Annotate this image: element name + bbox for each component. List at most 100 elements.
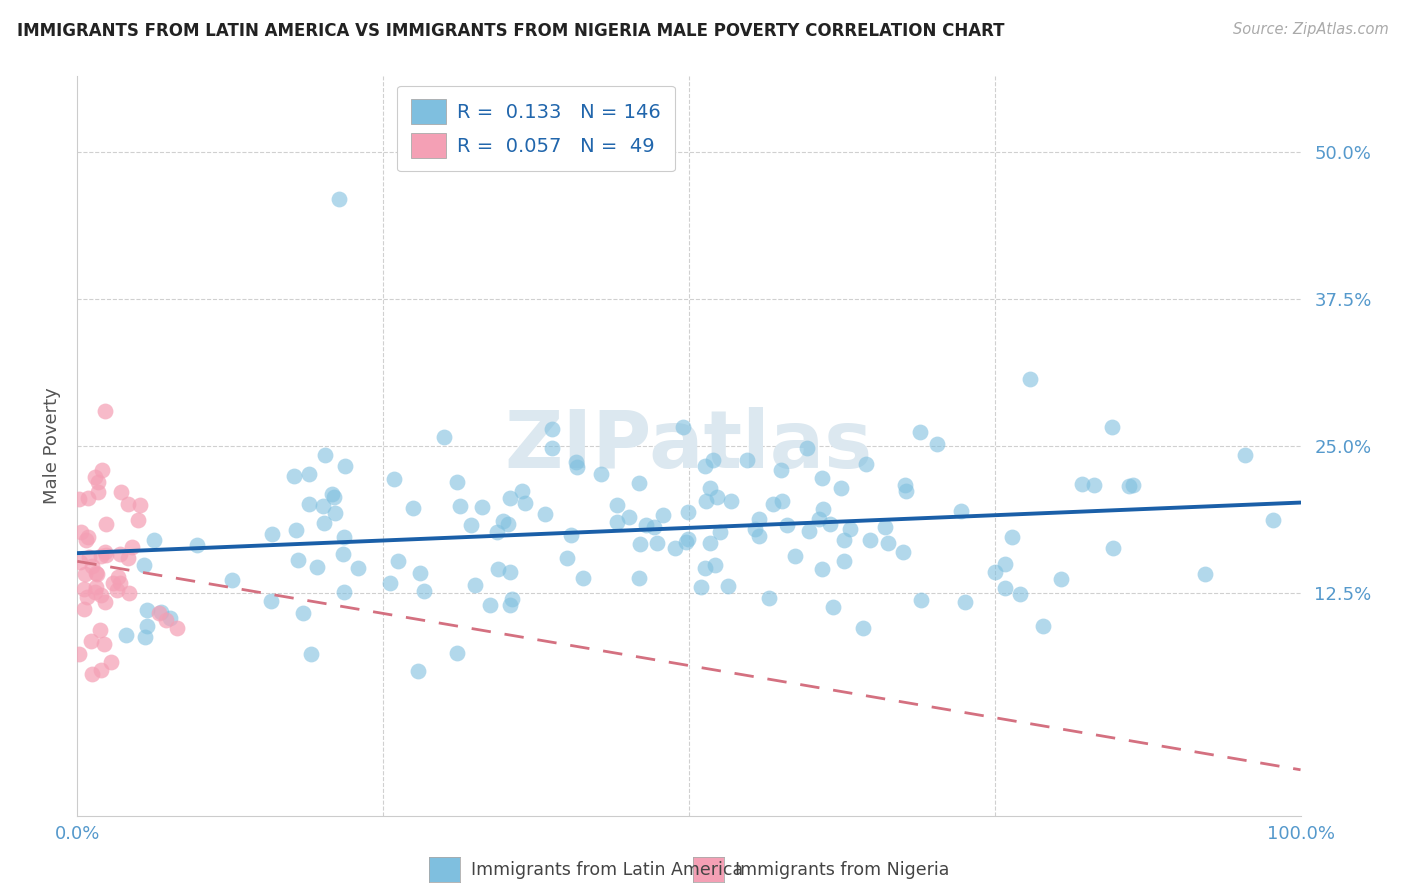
Point bbox=[333, 458, 356, 473]
Point bbox=[321, 487, 343, 501]
Point bbox=[796, 442, 818, 456]
Text: IMMIGRANTS FROM LATIN AMERICA VS IMMIGRANTS FROM NIGERIA MALE POVERTY CORRELATIO: IMMIGRANTS FROM LATIN AMERICA VS IMMIGRA… bbox=[17, 22, 1004, 40]
Point bbox=[823, 599, 845, 614]
Point bbox=[333, 531, 356, 545]
Point bbox=[77, 549, 100, 564]
Point bbox=[627, 475, 650, 490]
Point bbox=[645, 535, 668, 549]
Point bbox=[143, 533, 166, 548]
Point bbox=[678, 532, 700, 546]
Point bbox=[117, 497, 139, 511]
Point bbox=[703, 558, 725, 573]
Point bbox=[127, 513, 149, 527]
Point bbox=[346, 561, 368, 575]
Point bbox=[534, 507, 557, 521]
Point bbox=[117, 550, 139, 565]
Point bbox=[110, 485, 132, 500]
Point bbox=[90, 549, 112, 563]
Point bbox=[811, 562, 834, 576]
Point bbox=[471, 500, 494, 515]
Point bbox=[606, 498, 628, 512]
Point bbox=[121, 541, 143, 555]
Point bbox=[73, 582, 96, 596]
Point bbox=[770, 463, 793, 477]
Point bbox=[82, 667, 104, 681]
Point bbox=[86, 566, 108, 581]
Point bbox=[94, 403, 117, 417]
Point bbox=[75, 533, 97, 547]
Point bbox=[108, 576, 131, 591]
Point bbox=[94, 545, 117, 559]
Point bbox=[717, 579, 740, 593]
Point bbox=[118, 585, 141, 599]
Point bbox=[699, 536, 721, 550]
Point bbox=[80, 558, 103, 573]
Point bbox=[1118, 479, 1140, 493]
Point bbox=[693, 560, 716, 574]
Point bbox=[983, 565, 1005, 579]
Point bbox=[515, 495, 537, 509]
Text: ZIPatlas: ZIPatlas bbox=[505, 407, 873, 485]
Point bbox=[83, 470, 105, 484]
Point bbox=[1194, 566, 1216, 581]
Point bbox=[90, 664, 112, 678]
Point bbox=[499, 491, 522, 505]
Point bbox=[314, 448, 336, 462]
Point bbox=[76, 590, 98, 604]
Point bbox=[893, 545, 915, 559]
Point bbox=[811, 471, 834, 485]
Point bbox=[105, 583, 128, 598]
Point bbox=[540, 422, 562, 436]
Point bbox=[606, 516, 628, 530]
Point bbox=[486, 562, 509, 576]
Point bbox=[260, 593, 283, 607]
Point bbox=[101, 575, 124, 590]
Point bbox=[73, 566, 96, 581]
Point bbox=[1234, 448, 1257, 462]
Point bbox=[776, 517, 799, 532]
Point bbox=[287, 552, 309, 566]
Point bbox=[96, 517, 118, 532]
Point bbox=[560, 528, 582, 542]
Point bbox=[166, 621, 188, 635]
Point bbox=[387, 554, 409, 568]
Point bbox=[382, 472, 405, 486]
Point bbox=[702, 452, 724, 467]
Point bbox=[69, 556, 91, 570]
Point bbox=[927, 437, 949, 451]
Legend: R =  0.133   N = 146, R =  0.057   N =  49: R = 0.133 N = 146, R = 0.057 N = 49 bbox=[398, 86, 675, 171]
Text: Source: ZipAtlas.com: Source: ZipAtlas.com bbox=[1233, 22, 1389, 37]
Point bbox=[100, 656, 122, 670]
Point bbox=[96, 549, 118, 563]
Point bbox=[758, 591, 780, 605]
Point bbox=[486, 525, 509, 540]
Point bbox=[830, 482, 852, 496]
Point bbox=[136, 619, 159, 633]
Point bbox=[1122, 477, 1144, 491]
Point bbox=[591, 467, 613, 481]
Point bbox=[298, 497, 321, 511]
Point bbox=[873, 520, 896, 534]
Point bbox=[498, 516, 520, 531]
Point bbox=[832, 533, 855, 547]
Point bbox=[855, 457, 877, 471]
Point bbox=[762, 497, 785, 511]
Point bbox=[67, 647, 90, 661]
Point bbox=[1101, 541, 1123, 556]
Point bbox=[1083, 477, 1105, 491]
Point bbox=[808, 512, 831, 526]
Point bbox=[132, 558, 155, 573]
Point bbox=[107, 570, 129, 584]
Point bbox=[90, 588, 112, 602]
Point bbox=[283, 469, 305, 483]
Point bbox=[565, 460, 588, 475]
Point bbox=[492, 515, 515, 529]
Point bbox=[994, 582, 1017, 596]
Point bbox=[478, 598, 501, 612]
Point bbox=[412, 584, 434, 599]
Point bbox=[86, 580, 108, 594]
Point bbox=[285, 523, 308, 537]
Point bbox=[312, 516, 335, 530]
Point bbox=[328, 192, 350, 206]
Point bbox=[1101, 420, 1123, 434]
